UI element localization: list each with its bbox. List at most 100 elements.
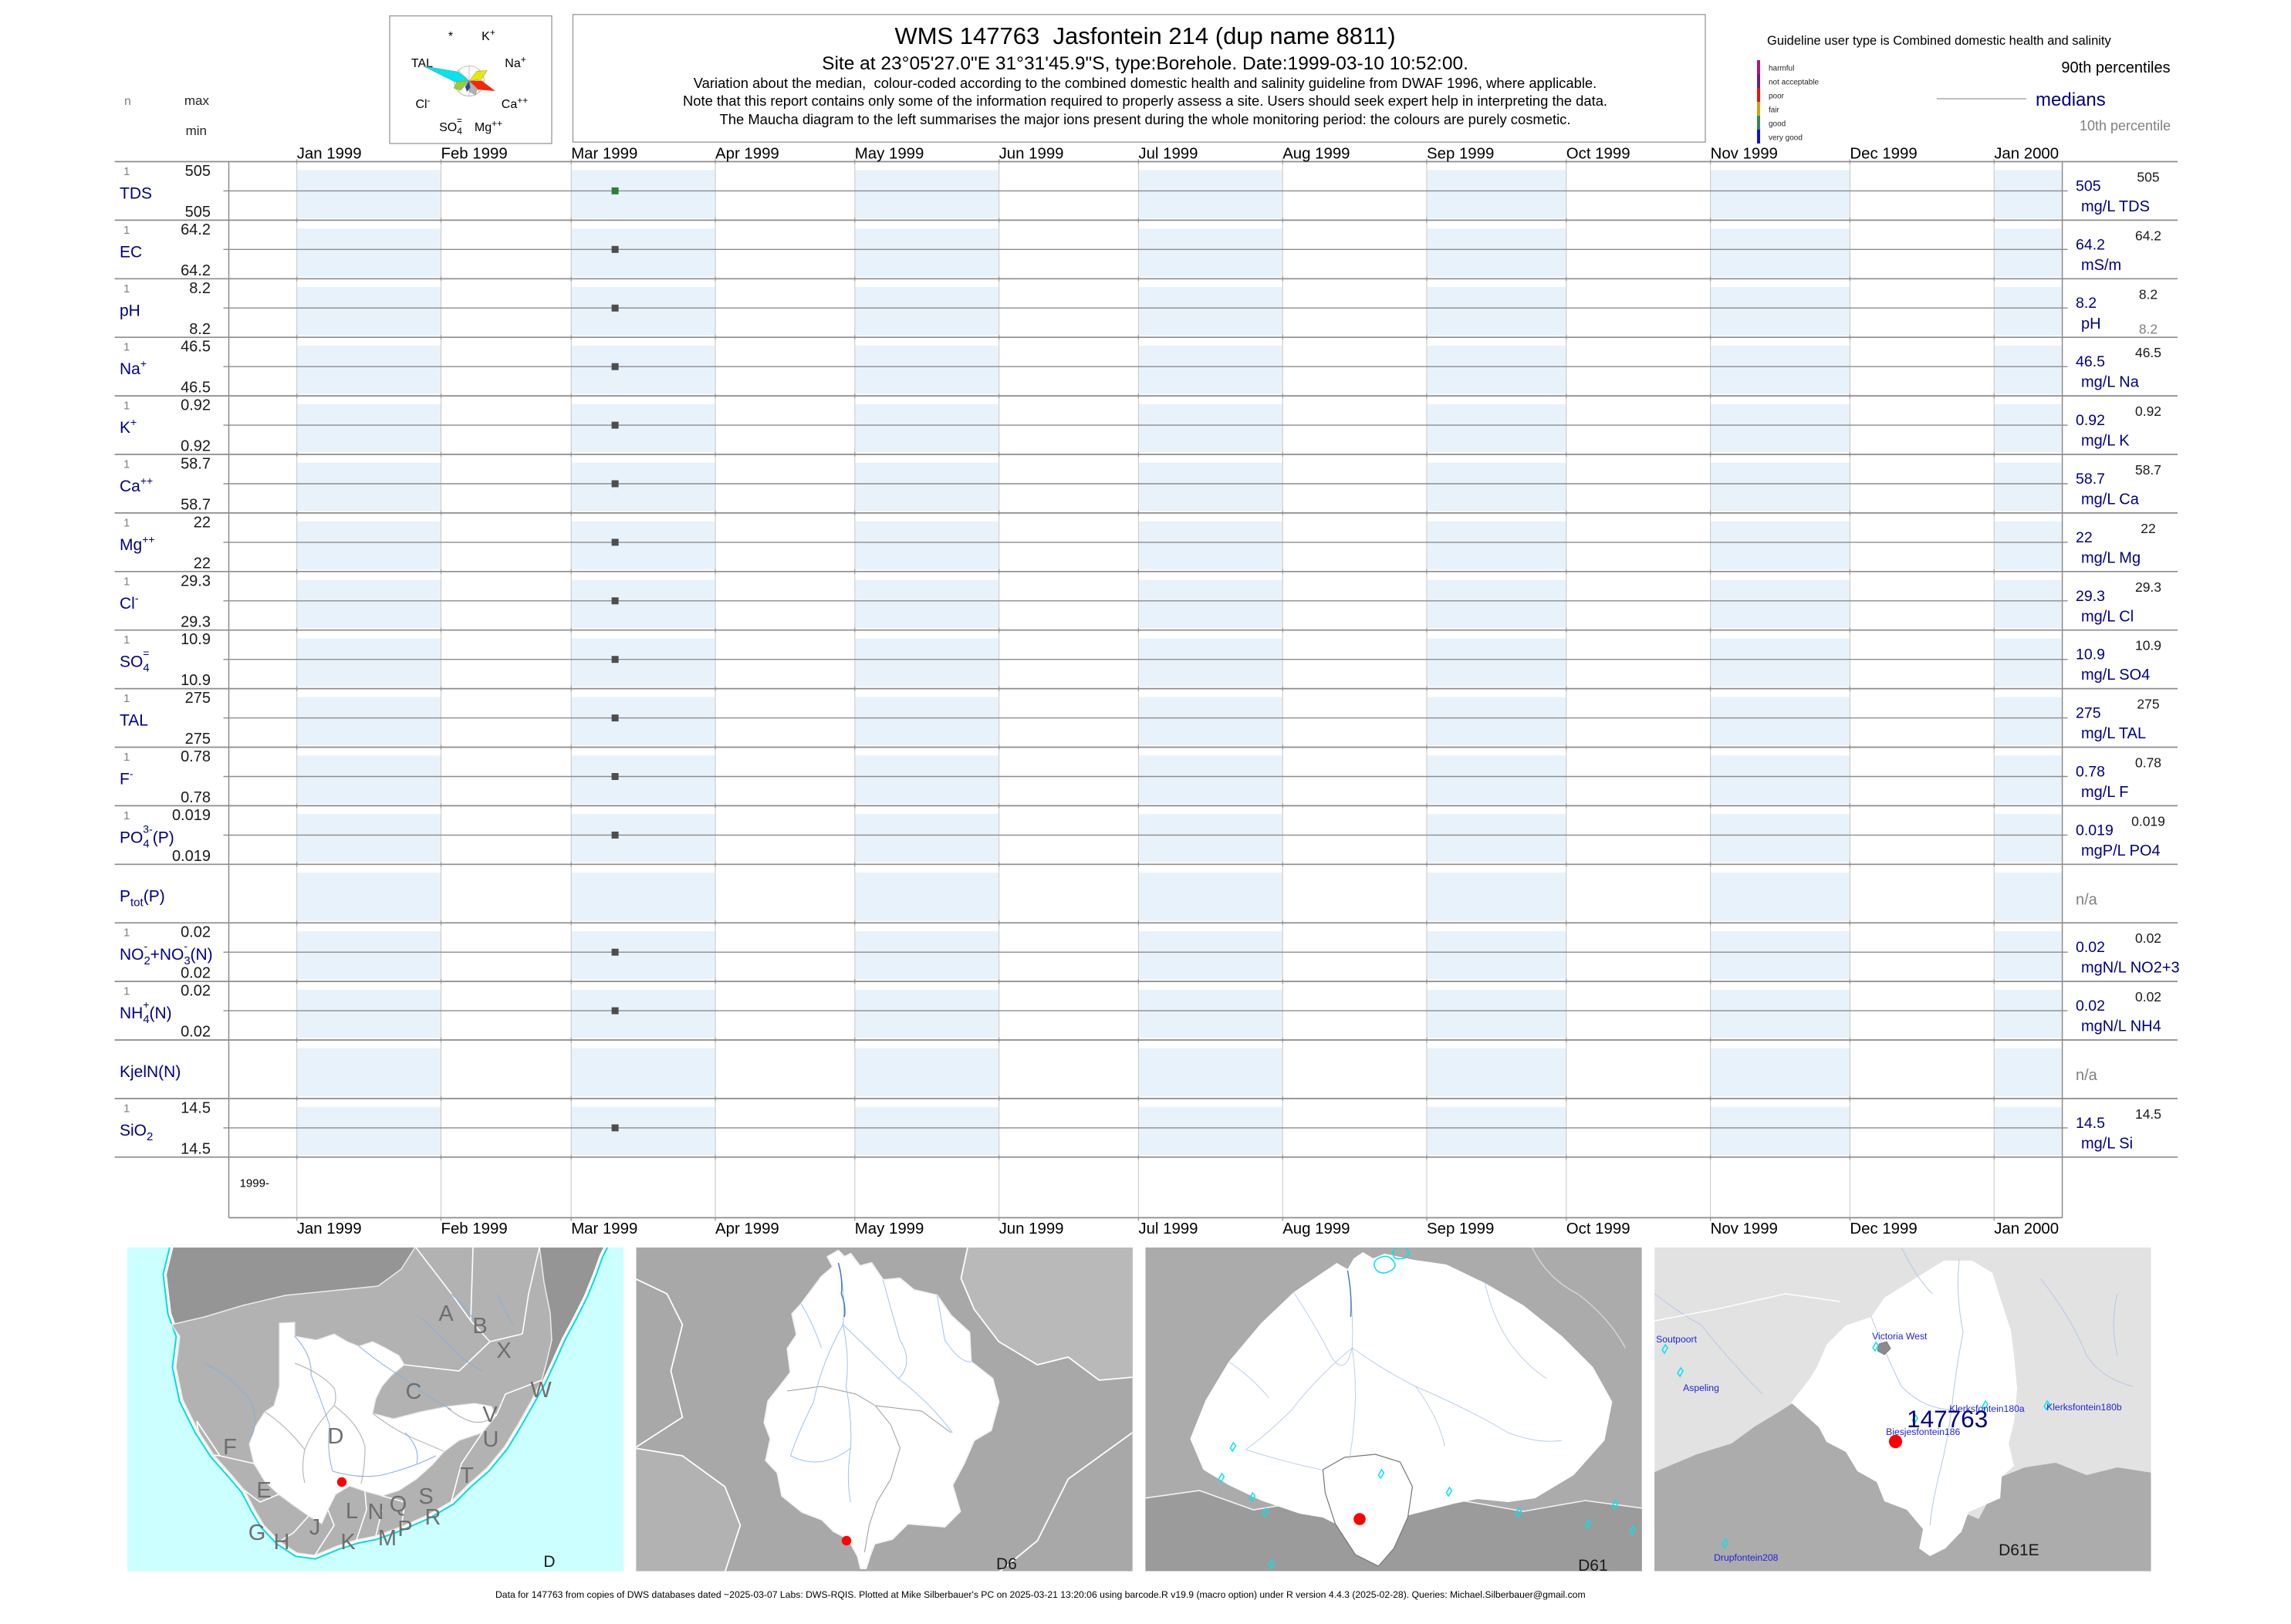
svg-text:10.9: 10.9 [2076, 647, 2105, 663]
svg-text:Jun 1999: Jun 1999 [999, 1221, 1064, 1237]
svg-text:1: 1 [123, 282, 130, 295]
svg-text:n/a: n/a [2076, 1067, 2098, 1084]
svg-text:mS/m: mS/m [2081, 257, 2121, 274]
svg-text:8.2: 8.2 [189, 321, 211, 338]
svg-text:mgN/L NO2+3: mgN/L NO2+3 [2081, 960, 2180, 977]
svg-text:29.3: 29.3 [181, 613, 211, 630]
svg-text:8.2: 8.2 [189, 280, 211, 297]
svg-text:pH: pH [2081, 316, 2101, 333]
svg-text:8.2: 8.2 [2139, 321, 2158, 336]
svg-text:W: W [530, 1378, 552, 1403]
svg-text:Aug 1999: Aug 1999 [1282, 145, 1350, 162]
svg-text:A: A [438, 1302, 454, 1326]
svg-text:1: 1 [123, 575, 130, 588]
svg-text:mg/L K: mg/L K [2081, 433, 2130, 450]
svg-text:Jan 2000: Jan 2000 [1994, 145, 2059, 162]
svg-text:0.02: 0.02 [2135, 989, 2161, 1004]
svg-text:Guideline user type is Combine: Guideline user type is Combined domestic… [1767, 34, 2111, 48]
svg-text:Jul 1999: Jul 1999 [1138, 145, 1198, 162]
svg-text:mg/L Mg: mg/L Mg [2081, 549, 2141, 566]
svg-text:Drupfontein208: Drupfontein208 [1714, 1552, 1779, 1563]
svg-text:64.2: 64.2 [181, 221, 211, 238]
svg-text:Mar 1999: Mar 1999 [571, 145, 637, 162]
svg-text:Aspeling: Aspeling [1683, 1383, 1719, 1393]
svg-text:D61: D61 [1578, 1557, 1608, 1575]
svg-text:P: P [397, 1517, 412, 1541]
svg-text:22: 22 [2076, 529, 2093, 546]
svg-text:Cl-: Cl- [415, 95, 430, 111]
svg-text:1: 1 [123, 458, 130, 471]
svg-text:29.3: 29.3 [181, 572, 211, 589]
svg-text:505: 505 [185, 163, 211, 180]
svg-text:58.7: 58.7 [181, 456, 211, 473]
svg-text:K: K [340, 1530, 356, 1555]
svg-text:poor: poor [1769, 93, 1785, 101]
svg-text:mg/L Cl: mg/L Cl [2081, 608, 2134, 625]
svg-text:very good: very good [1769, 134, 1803, 143]
svg-text:The Maucha diagram to the left: The Maucha diagram to the left summarise… [720, 111, 1571, 127]
svg-text:Mar 1999: Mar 1999 [571, 1221, 637, 1237]
svg-text:505: 505 [2076, 177, 2101, 194]
svg-text:Note that this report contains: Note that this report contains only some… [683, 93, 1607, 109]
svg-text:TDS: TDS [120, 185, 152, 203]
svg-text:22: 22 [194, 514, 211, 531]
svg-text:H: H [274, 1530, 290, 1555]
svg-text:1: 1 [123, 633, 130, 647]
svg-text:Site at 23°05'27.0"E 31°31'45.: Site at 23°05'27.0"E 31°31'45.9"S, type:… [822, 53, 1468, 74]
svg-text:fair: fair [1769, 106, 1780, 115]
svg-text:8.2: 8.2 [2139, 286, 2158, 302]
svg-text:0.92: 0.92 [181, 438, 211, 455]
svg-text:medians: medians [2036, 89, 2106, 110]
svg-text:Aug 1999: Aug 1999 [1282, 1221, 1350, 1237]
svg-text:Soutpoort: Soutpoort [1656, 1334, 1697, 1345]
svg-text:0.02: 0.02 [2135, 930, 2161, 946]
svg-text:29.3: 29.3 [2076, 588, 2105, 605]
svg-text:S: S [418, 1484, 433, 1509]
svg-text:Jan 1999: Jan 1999 [297, 145, 362, 162]
svg-text:0.02: 0.02 [181, 965, 211, 982]
svg-text:max: max [184, 93, 210, 108]
svg-text:0.78: 0.78 [181, 789, 211, 806]
svg-text:14.5: 14.5 [2076, 1115, 2105, 1132]
svg-text:Jan 1999: Jan 1999 [297, 1221, 362, 1237]
svg-text:B: B [472, 1314, 487, 1339]
svg-text:46.5: 46.5 [181, 339, 211, 356]
svg-text:505: 505 [2137, 170, 2159, 185]
svg-text:1: 1 [123, 985, 130, 998]
svg-text:14.5: 14.5 [181, 1140, 211, 1157]
svg-text:0.92: 0.92 [2076, 412, 2105, 429]
svg-text:harmful: harmful [1769, 65, 1794, 73]
svg-text:min: min [186, 123, 207, 138]
svg-text:0.019: 0.019 [2131, 813, 2165, 829]
svg-text:0.78: 0.78 [181, 748, 211, 765]
svg-text:Feb 1999: Feb 1999 [441, 1221, 508, 1237]
svg-text:58.7: 58.7 [2135, 462, 2161, 478]
svg-text:N: N [368, 1500, 384, 1524]
svg-text:10.9: 10.9 [181, 672, 211, 689]
svg-text:505: 505 [185, 204, 211, 221]
svg-text:1: 1 [123, 692, 130, 705]
svg-text:Dec 1999: Dec 1999 [1850, 1221, 1917, 1237]
svg-text:Oct 1999: Oct 1999 [1566, 1221, 1630, 1237]
svg-text:1: 1 [123, 1102, 130, 1115]
svg-text:Apr 1999: Apr 1999 [715, 1221, 779, 1237]
svg-text:M: M [378, 1526, 397, 1551]
svg-text:0.02: 0.02 [2076, 939, 2105, 956]
svg-text:J: J [309, 1515, 321, 1540]
svg-text:58.7: 58.7 [2076, 471, 2105, 488]
svg-text:14.5: 14.5 [2135, 1106, 2161, 1122]
svg-text:pH: pH [120, 302, 140, 319]
svg-text:1: 1 [123, 400, 130, 413]
svg-text:1: 1 [123, 341, 130, 354]
svg-text:14.5: 14.5 [181, 1099, 211, 1116]
svg-text:Data for 147763 from copies of: Data for 147763 from copies of DWS datab… [495, 1589, 1586, 1600]
svg-text:mg/L TAL: mg/L TAL [2081, 725, 2146, 742]
svg-text:10.9: 10.9 [181, 631, 211, 648]
svg-text:Oct 1999: Oct 1999 [1566, 145, 1630, 162]
svg-text:10.9: 10.9 [2135, 638, 2161, 653]
svg-text:Variation about the median, c: Variation about the median, colour-coded… [694, 75, 1597, 91]
svg-text:KjelN(N): KjelN(N) [120, 1063, 181, 1081]
svg-text:10th percentile: 10th percentile [2080, 118, 2171, 133]
svg-text:Jun 1999: Jun 1999 [999, 145, 1064, 162]
svg-text:mg/L Si: mg/L Si [2081, 1135, 2133, 1152]
